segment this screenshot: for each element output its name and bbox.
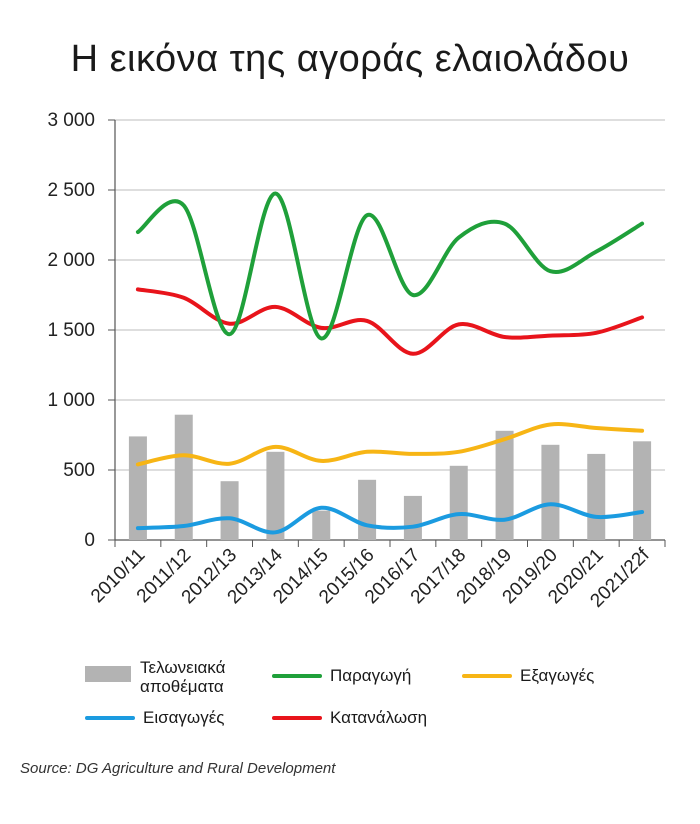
bar-stocks [174,414,193,540]
legend-label-production: Παραγωγή [330,666,412,685]
legend-item-consumption: Κατανάλωση [272,708,452,730]
bar-stocks [220,481,239,540]
legend-label-stocks-line1: Τελωνειακά [140,658,226,677]
bar-stocks [358,479,377,540]
legend-label-stocks-line2: αποθέματα [140,677,224,696]
y-tick-label: 0 [84,530,95,551]
line-exports [135,422,645,467]
line-production [135,191,645,341]
legend-item-imports: Εισαγωγές [85,708,255,730]
legend-item-exports: Εξαγωγές [462,666,632,688]
legend-swatch-imports [85,716,135,720]
legend-item-stocks: Τελωνειακά αποθέματα [85,658,245,698]
y-tick-label: 3 000 [47,110,95,131]
source-note: Source: DG Agriculture and Rural Develop… [20,760,336,777]
bar-stocks [312,510,331,540]
legend-swatch-stocks [85,666,131,682]
legend-label-consumption: Κατανάλωση [330,708,428,727]
bar-stocks [541,444,560,540]
bar-stocks [633,441,652,540]
grid-lines [115,119,665,471]
line-consumption [135,287,645,356]
bar-stocks [403,495,422,540]
legend-label-imports: Εισαγωγές [143,708,225,727]
bar-stocks [449,465,468,540]
line-series [135,191,645,535]
legend-swatch-consumption [272,716,322,720]
legend-swatch-exports [462,674,512,678]
y-tick-label: 2 000 [47,250,95,271]
line-imports [135,502,645,535]
y-tick-label: 500 [63,460,95,481]
bar-stocks [587,453,606,540]
bar-stocks [128,436,147,540]
y-tick-label: 1 500 [47,320,95,341]
legend-label-exports: Εξαγωγές [520,666,595,685]
bar-stocks [266,451,285,540]
y-tick-label: 1 000 [47,390,95,411]
y-tick-label: 2 500 [47,180,95,201]
bar-stocks [495,430,514,540]
legend-item-production: Παραγωγή [272,666,442,688]
chart-title: Η εικόνα της αγοράς ελαιολάδου [70,38,630,80]
legend-swatch-production [272,674,322,678]
axes [108,119,666,547]
